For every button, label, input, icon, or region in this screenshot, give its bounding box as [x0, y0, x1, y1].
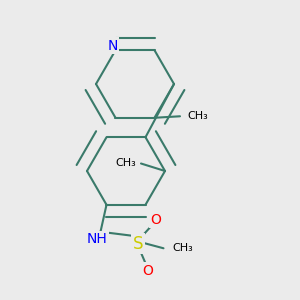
Text: N: N	[107, 39, 118, 53]
Text: S: S	[133, 235, 143, 253]
Text: O: O	[142, 264, 153, 278]
Text: CH₃: CH₃	[188, 111, 208, 121]
Text: NH: NH	[87, 232, 108, 246]
Text: CH₃: CH₃	[116, 158, 136, 168]
Text: O: O	[150, 213, 161, 227]
Text: CH₃: CH₃	[172, 243, 193, 253]
